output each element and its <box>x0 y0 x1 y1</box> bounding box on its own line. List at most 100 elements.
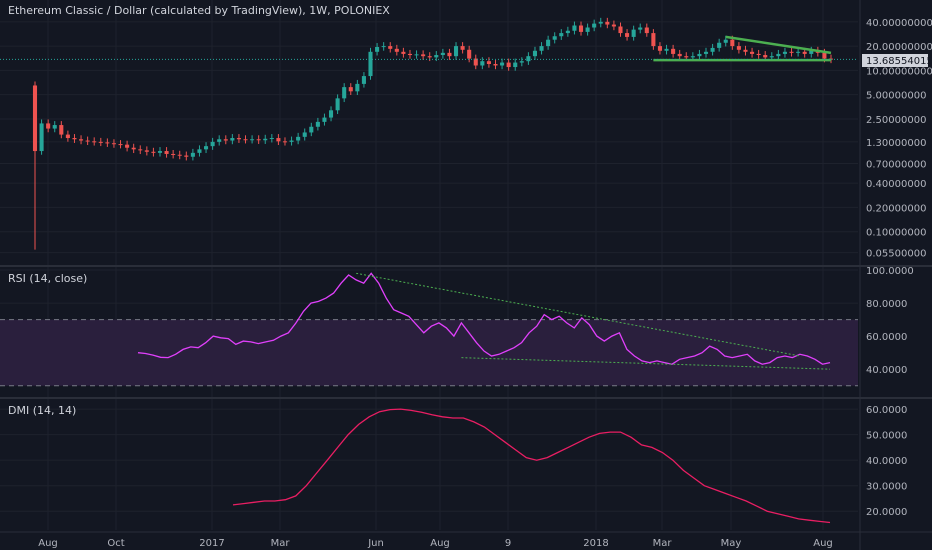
candle-body[interactable] <box>302 132 307 137</box>
candle-body[interactable] <box>717 42 722 48</box>
candle-body[interactable] <box>414 54 419 56</box>
candle-body[interactable] <box>131 147 136 150</box>
candle-body[interactable] <box>730 39 735 47</box>
candle-body[interactable] <box>506 62 511 68</box>
candle-body[interactable] <box>151 151 156 153</box>
candle-body[interactable] <box>618 26 623 34</box>
candle-body[interactable] <box>144 150 149 152</box>
candle-body[interactable] <box>342 87 347 99</box>
candle-body[interactable] <box>690 56 695 58</box>
candle-body[interactable] <box>282 141 288 143</box>
candle-body[interactable] <box>453 46 459 57</box>
candle-body[interactable] <box>736 46 741 50</box>
candle-body[interactable] <box>105 142 110 144</box>
candle-body[interactable] <box>177 154 182 156</box>
candle-body[interactable] <box>111 143 116 145</box>
candle-body[interactable] <box>519 61 524 63</box>
candle-body[interactable] <box>565 30 570 34</box>
candle-body[interactable] <box>427 56 432 58</box>
candle-body[interactable] <box>776 53 781 57</box>
candle-body[interactable] <box>539 46 544 51</box>
candle-body[interactable] <box>355 83 360 92</box>
candle-body[interactable] <box>447 52 452 57</box>
candle-body[interactable] <box>65 134 70 139</box>
candle-body[interactable] <box>256 139 261 141</box>
candle-body[interactable] <box>269 138 274 140</box>
candle-body[interactable] <box>710 47 715 52</box>
price-candles[interactable] <box>32 17 834 250</box>
candle-body[interactable] <box>651 33 656 47</box>
candle-body[interactable] <box>782 51 787 54</box>
candle-body[interactable] <box>638 27 643 30</box>
candle-body[interactable] <box>335 98 340 111</box>
candle-body[interactable] <box>421 54 426 57</box>
candle-body[interactable] <box>467 49 472 59</box>
candle-body[interactable] <box>98 141 103 143</box>
candle-body[interactable] <box>796 51 801 53</box>
price-axis[interactable]: 40.00000000 20.00000000 10.00000000 5.00000… <box>866 18 932 518</box>
candle-body[interactable] <box>657 46 662 51</box>
candle-body[interactable] <box>434 55 439 58</box>
candle-body[interactable] <box>289 140 294 142</box>
candle-body[interactable] <box>388 46 393 49</box>
candle-body[interactable] <box>381 46 386 48</box>
candle-body[interactable] <box>809 50 814 54</box>
candle-body[interactable] <box>361 76 366 84</box>
candle-body[interactable] <box>493 63 498 66</box>
candle-body[interactable] <box>375 46 380 52</box>
candle-body[interactable] <box>328 110 334 118</box>
candle-body[interactable] <box>72 138 77 140</box>
candle-body[interactable] <box>39 123 44 152</box>
candle-body[interactable] <box>664 48 669 51</box>
candle-body[interactable] <box>401 51 406 54</box>
candle-body[interactable] <box>473 58 478 66</box>
candle-body[interactable] <box>598 21 603 24</box>
candle-body[interactable] <box>572 25 577 31</box>
candle-body[interactable] <box>223 139 228 141</box>
candle-body[interactable] <box>743 49 748 52</box>
candle-body[interactable] <box>697 53 702 57</box>
candle-body[interactable] <box>171 153 176 155</box>
candle-body[interactable] <box>197 149 202 153</box>
candle-body[interactable] <box>460 46 465 50</box>
candle-body[interactable] <box>644 27 649 34</box>
candle-body[interactable] <box>368 51 373 77</box>
candle-body[interactable] <box>480 61 485 66</box>
candle-body[interactable] <box>526 56 531 62</box>
candle-body[interactable] <box>322 117 327 122</box>
candle-body[interactable] <box>513 62 518 68</box>
candle-body[interactable] <box>59 125 64 135</box>
candle-body[interactable] <box>32 85 38 152</box>
candle-body[interactable] <box>723 39 728 43</box>
candle-body[interactable] <box>611 24 616 27</box>
candle-body[interactable] <box>164 151 169 154</box>
candle-body[interactable] <box>190 152 195 157</box>
candle-body[interactable] <box>276 138 281 142</box>
candle-body[interactable] <box>46 123 51 129</box>
candle-body[interactable] <box>79 139 84 141</box>
candle-body[interactable] <box>92 141 97 143</box>
candle-body[interactable] <box>157 151 163 153</box>
candle-body[interactable] <box>677 53 682 57</box>
candle-body[interactable] <box>118 144 123 146</box>
candle-body[interactable] <box>532 50 538 57</box>
candle-body[interactable] <box>486 61 491 64</box>
candle-body[interactable] <box>822 52 827 59</box>
candle-body[interactable] <box>309 126 314 133</box>
candle-body[interactable] <box>802 51 807 54</box>
candle-body[interactable] <box>500 62 505 66</box>
candle-body[interactable] <box>552 36 557 40</box>
candle-body[interactable] <box>546 39 551 47</box>
candle-body[interactable] <box>230 138 235 141</box>
candle-body[interactable] <box>184 155 189 157</box>
candle-body[interactable] <box>756 53 761 56</box>
candle-body[interactable] <box>769 56 774 58</box>
candle-body[interactable] <box>578 25 584 32</box>
candle-body[interactable] <box>592 23 597 28</box>
time-axis[interactable]: Aug Oct 2017 Mar Jun Aug 9 2018 Mar May Aug <box>38 538 833 549</box>
candle-body[interactable] <box>703 51 709 54</box>
candle-body[interactable] <box>585 27 590 32</box>
candle-body[interactable] <box>763 55 768 58</box>
